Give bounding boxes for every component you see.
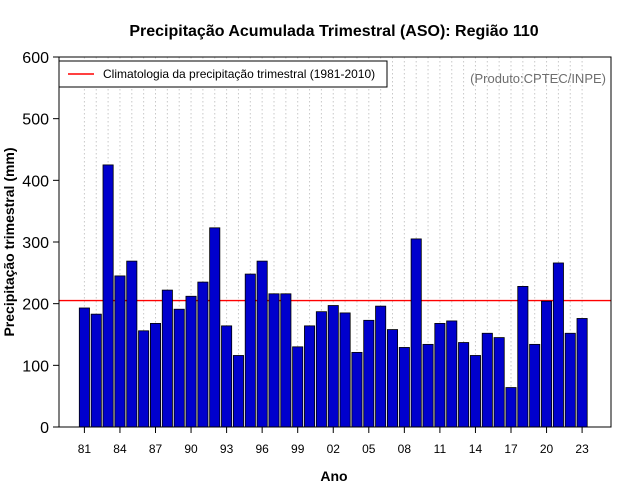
x-tick-label: 84: [113, 442, 127, 456]
x-tick-label: 02: [327, 442, 341, 456]
x-tick-label: 87: [149, 442, 163, 456]
x-tick-label: 90: [184, 442, 198, 456]
x-tick-label: 96: [255, 442, 269, 456]
y-axis: 0 100 200 300 400 500 600: [22, 50, 59, 437]
bar-1986: [138, 330, 150, 428]
x-tick-label: 93: [220, 442, 234, 456]
bar-1992: [209, 227, 221, 428]
bar-2015: [481, 332, 493, 428]
x-axis: 81 84 87 90 93 96 99 02 05 08 11 14 17 20 23: [78, 427, 589, 456]
bar-2022: [564, 332, 576, 428]
y-tick-label: 600: [22, 50, 49, 67]
bar-2012: [446, 320, 458, 428]
bar-1983: [102, 164, 114, 428]
bar-1995: [244, 273, 256, 428]
bar-1991: [197, 281, 209, 428]
legend: Climatologia da precipitação trimestral …: [58, 60, 388, 88]
source-credit: (Produto:CPTEC/INPE): [470, 71, 606, 86]
x-tick-label: 23: [575, 442, 589, 456]
bar-2011: [434, 322, 446, 428]
bar-2002: [327, 305, 339, 428]
bar-2019: [529, 343, 541, 428]
bar-2007: [386, 329, 398, 428]
bar-2004: [351, 351, 363, 428]
bar-1989: [173, 308, 185, 428]
bar-1988: [161, 289, 173, 428]
bar-2020: [541, 300, 553, 428]
bar-1982: [90, 313, 102, 428]
bar-1999: [292, 346, 304, 428]
bar-1994: [232, 355, 244, 428]
bar-2018: [517, 285, 529, 428]
bar-2008: [398, 347, 410, 428]
bar-2009: [410, 238, 422, 428]
legend-entry: Climatologia da precipitação trimestral …: [103, 67, 375, 81]
bar-1987: [149, 322, 161, 428]
bar-1990: [185, 295, 197, 428]
bar-1996: [256, 260, 268, 428]
legend-box: [58, 60, 388, 88]
bar-2021: [552, 262, 564, 428]
y-tick-label: 500: [22, 112, 49, 129]
bar-2013: [458, 342, 470, 428]
bar-2006: [375, 305, 387, 428]
bars: [78, 164, 588, 428]
chart-title: Precipitação Acumulada Trimestral (ASO):…: [129, 23, 538, 40]
y-tick-label: 0: [40, 420, 49, 437]
y-axis-label: Precipitação trimestral (mm): [1, 147, 17, 336]
bar-2001: [315, 311, 327, 428]
x-tick-label: 17: [504, 442, 518, 456]
x-tick-label: 08: [398, 442, 412, 456]
x-tick-label: 81: [78, 442, 92, 456]
x-tick-label: 14: [469, 442, 483, 456]
bar-1981: [78, 307, 90, 428]
bar-2017: [505, 387, 517, 428]
bar-1998: [280, 293, 292, 428]
bar-1984: [114, 275, 126, 428]
y-tick-label: 400: [22, 173, 49, 190]
bar-2005: [363, 319, 375, 428]
x-tick-label: 11: [434, 442, 447, 456]
y-tick-label: 300: [22, 235, 49, 252]
x-tick-label: 99: [291, 442, 305, 456]
y-tick-label: 200: [22, 297, 49, 314]
bar-1997: [268, 293, 280, 428]
x-tick-label: 05: [362, 442, 376, 456]
x-tick-label: 20: [540, 442, 554, 456]
bar-2003: [339, 312, 351, 428]
bar-2023: [576, 318, 588, 428]
bar-2016: [493, 337, 505, 428]
y-tick-label: 100: [22, 358, 49, 375]
bar-2010: [422, 343, 434, 428]
bar-2014: [469, 355, 481, 428]
x-axis-label: Ano: [320, 468, 347, 484]
bar-1985: [126, 260, 138, 428]
bar-2000: [304, 325, 316, 428]
bar-1993: [221, 325, 233, 428]
